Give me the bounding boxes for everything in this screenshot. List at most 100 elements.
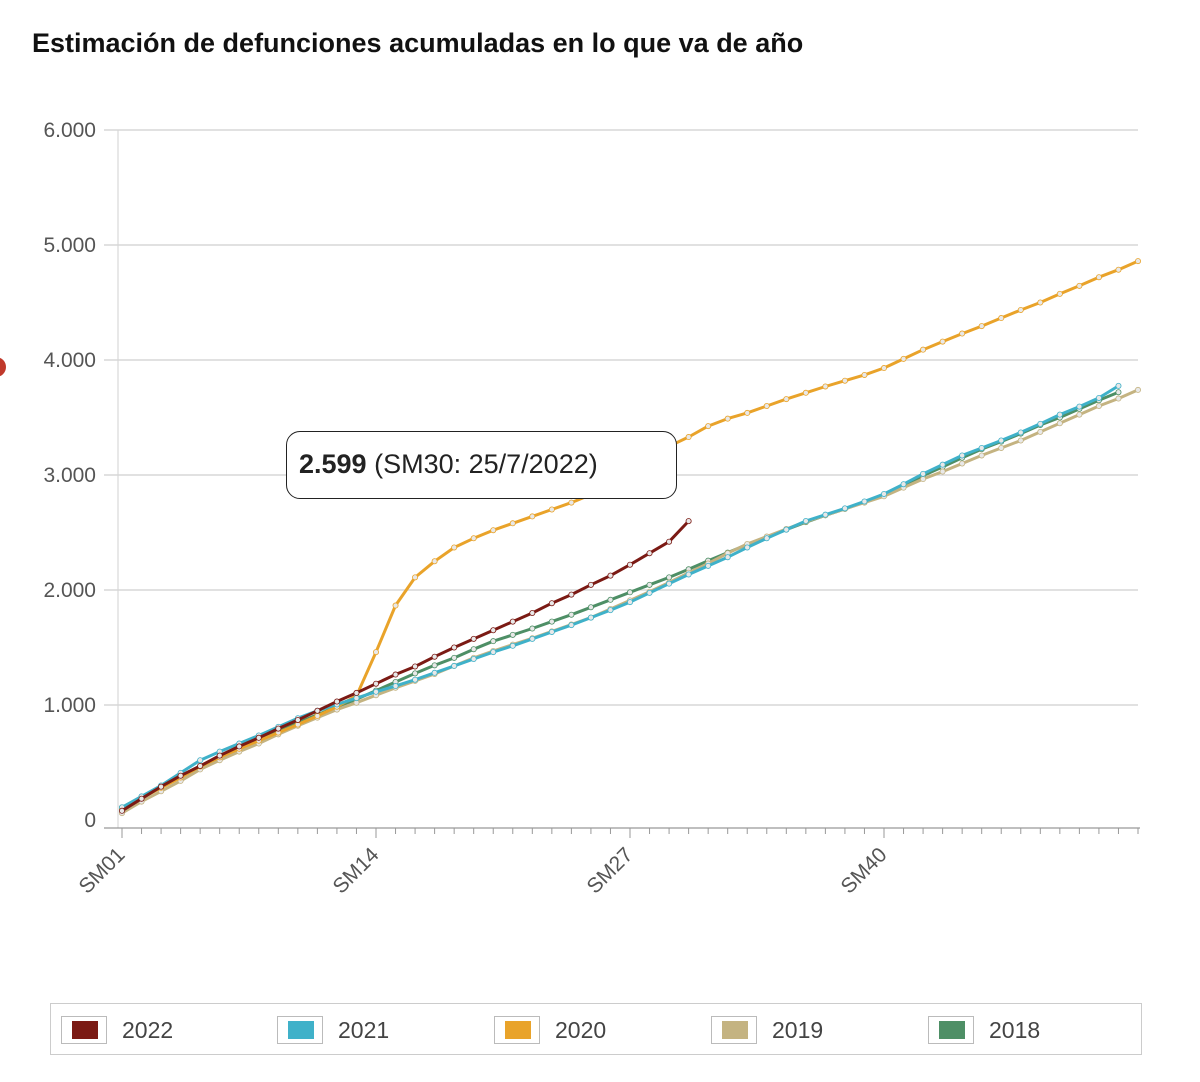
data-point-2020 (568, 499, 575, 506)
data-point-2019 (1017, 437, 1024, 444)
data-point-2020 (314, 712, 321, 719)
data-point-2018 (470, 646, 477, 653)
data-point-2019 (939, 468, 946, 475)
data-point-2021 (470, 656, 477, 663)
data-point-2020 (881, 365, 888, 372)
data-point-2021 (1095, 394, 1102, 401)
data-point-2021 (705, 562, 712, 569)
series-line-2020 (120, 259, 1140, 810)
data-point-2021 (783, 526, 790, 533)
data-point-2022 (412, 663, 419, 670)
data-tooltip: 2.599 (SM30: 25/7/2022) (286, 431, 677, 499)
data-point-2021 (353, 695, 360, 702)
legend-item-2019[interactable]: 2019 (711, 1014, 823, 1046)
data-point-2022 (275, 725, 282, 732)
data-point-2021 (431, 669, 438, 676)
legend-swatch-2020 (494, 1016, 540, 1044)
data-point-2022 (138, 795, 145, 802)
data-point-2021 (881, 490, 888, 497)
data-point-2020 (998, 315, 1005, 322)
data-point-2022 (548, 600, 555, 607)
data-point-2020 (1135, 258, 1142, 265)
data-point-2022 (666, 538, 673, 545)
data-point-2022 (255, 734, 262, 741)
data-point-2018 (646, 581, 653, 588)
legend-item-2018[interactable]: 2018 (928, 1014, 1040, 1046)
data-point-2022 (314, 707, 321, 714)
data-point-2020 (1056, 290, 1063, 297)
legend-label-2019: 2019 (772, 1016, 824, 1043)
data-point-2020 (509, 520, 516, 527)
data-point-2022 (333, 698, 340, 705)
legend-label-2020: 2020 (555, 1016, 607, 1043)
series-line-2018 (120, 390, 1120, 809)
y-tick-label: 6.000 (43, 119, 96, 142)
data-point-2022 (451, 644, 458, 651)
data-point-2022 (216, 752, 223, 759)
x-tick-label: SM27 (582, 843, 637, 898)
data-point-2020 (1115, 266, 1122, 273)
data-point-2021 (841, 505, 848, 512)
data-point-2021 (685, 571, 692, 578)
x-tick-label: SM01 (74, 843, 129, 898)
data-point-2021 (627, 599, 634, 606)
data-point-2020 (412, 574, 419, 581)
data-point-2018 (627, 589, 634, 596)
data-point-2020 (392, 602, 399, 609)
data-point-2020 (920, 346, 927, 353)
data-point-2020 (1095, 274, 1102, 281)
data-point-2020 (451, 544, 458, 551)
legend-item-2022[interactable]: 2022 (61, 1014, 173, 1046)
data-point-2020 (1017, 306, 1024, 313)
legend-label-2018: 2018 (989, 1016, 1041, 1043)
data-point-2022 (372, 680, 379, 687)
data-point-2020 (959, 330, 966, 337)
y-axis-ticks: 0 1.000 2.000 3.000 4.000 5.000 6.000 (43, 119, 96, 832)
data-point-2022 (197, 762, 204, 769)
data-point-2022 (236, 743, 243, 750)
data-point-2022 (119, 807, 126, 814)
grid-lines (104, 129, 1138, 706)
data-point-2022 (353, 689, 360, 696)
data-point-2021 (451, 662, 458, 669)
legend-label-2021: 2021 (338, 1016, 390, 1043)
series-line-2022 (120, 519, 691, 813)
data-point-2020 (802, 389, 809, 396)
data-point-2020 (529, 513, 536, 520)
data-point-2020 (1037, 299, 1044, 306)
data-point-2021 (412, 676, 419, 683)
data-point-2021 (763, 535, 770, 542)
data-point-2020 (470, 535, 477, 542)
legend-swatch-2019 (711, 1016, 757, 1044)
data-point-2021 (587, 614, 594, 621)
y-tick-label: 1.000 (43, 694, 96, 717)
data-point-2019 (998, 444, 1005, 451)
series-line-2021 (120, 384, 1120, 809)
data-point-2018 (431, 662, 438, 669)
legend-item-2020[interactable]: 2020 (494, 1014, 606, 1046)
y-tick-label: 4.000 (43, 349, 96, 372)
legend-item-2021[interactable]: 2021 (277, 1014, 389, 1046)
data-point-2018 (451, 654, 458, 661)
data-point-2020 (548, 506, 555, 513)
data-point-2020 (685, 434, 692, 441)
data-point-2022 (470, 635, 477, 642)
series-lines (119, 258, 1142, 817)
data-point-2022 (392, 671, 399, 678)
data-point-2019 (959, 460, 966, 467)
data-point-2022 (587, 581, 594, 588)
data-point-2021 (939, 461, 946, 468)
data-point-2021 (568, 622, 575, 629)
data-point-2019 (1115, 395, 1122, 402)
data-point-2018 (490, 638, 497, 645)
data-point-2021 (490, 649, 497, 656)
data-point-2018 (412, 670, 419, 677)
data-point-2020 (763, 402, 770, 409)
data-point-2021 (822, 511, 829, 518)
data-point-2021 (666, 580, 673, 587)
data-point-2022 (627, 561, 634, 568)
data-point-2020 (431, 558, 438, 565)
y-tick-label: 0 (84, 809, 96, 832)
data-point-2021 (959, 452, 966, 459)
edge-marker (0, 357, 6, 377)
